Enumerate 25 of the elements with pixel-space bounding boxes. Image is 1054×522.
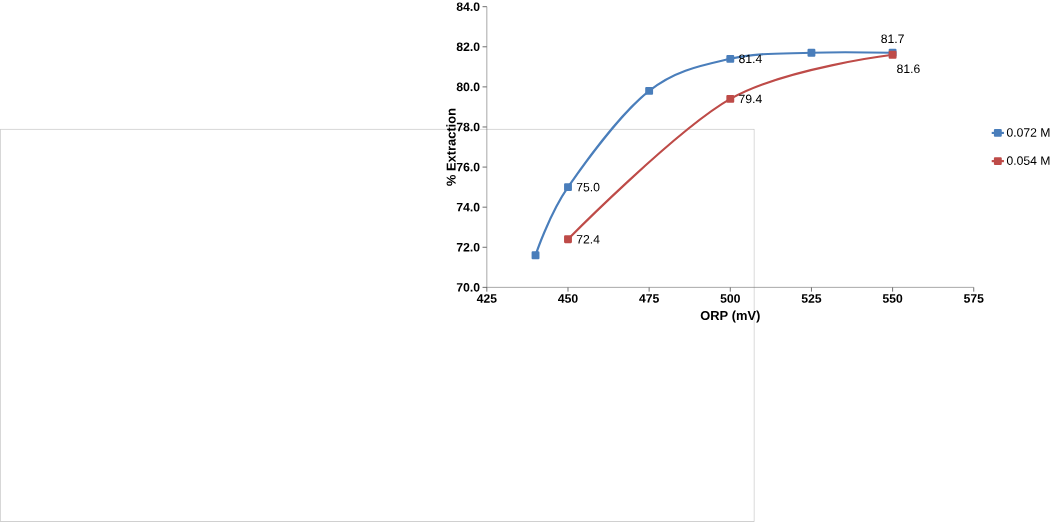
data-label: 75.0 <box>576 182 600 192</box>
y-tick-label: 72.0 <box>456 243 480 252</box>
x-tick-label: 525 <box>801 294 822 303</box>
y-axis-title: % Extraction <box>446 108 456 186</box>
x-tick-label: 575 <box>963 294 984 303</box>
y-tick-label: 70.0 <box>456 283 480 292</box>
y-tick-label: 84.0 <box>456 2 480 12</box>
data-label: 81.4 <box>739 54 762 64</box>
y-tick-label: 76.0 <box>456 162 480 172</box>
data-label: 81.7 <box>881 34 904 44</box>
x-tick-label: 550 <box>882 294 903 303</box>
x-axis-title: ORP (mV) <box>700 310 760 323</box>
data-label: 72.4 <box>576 235 600 244</box>
x-tick-label: 450 <box>558 294 578 303</box>
x-tick-label: 475 <box>639 294 659 303</box>
legend-label: 0.054 M <box>1006 156 1050 166</box>
y-tick-label: 80.0 <box>456 82 480 92</box>
y-tick-label: 82.0 <box>456 42 480 52</box>
y-tick-label: 74.0 <box>456 202 480 212</box>
legend-label: 0.072 M <box>1006 128 1050 137</box>
data-label: 81.6 <box>897 64 920 74</box>
x-tick-label: 500 <box>720 294 740 303</box>
data-label: 79.4 <box>739 94 762 104</box>
x-tick-label: 425 <box>476 294 497 303</box>
y-tick-label: 78.0 <box>456 122 480 132</box>
